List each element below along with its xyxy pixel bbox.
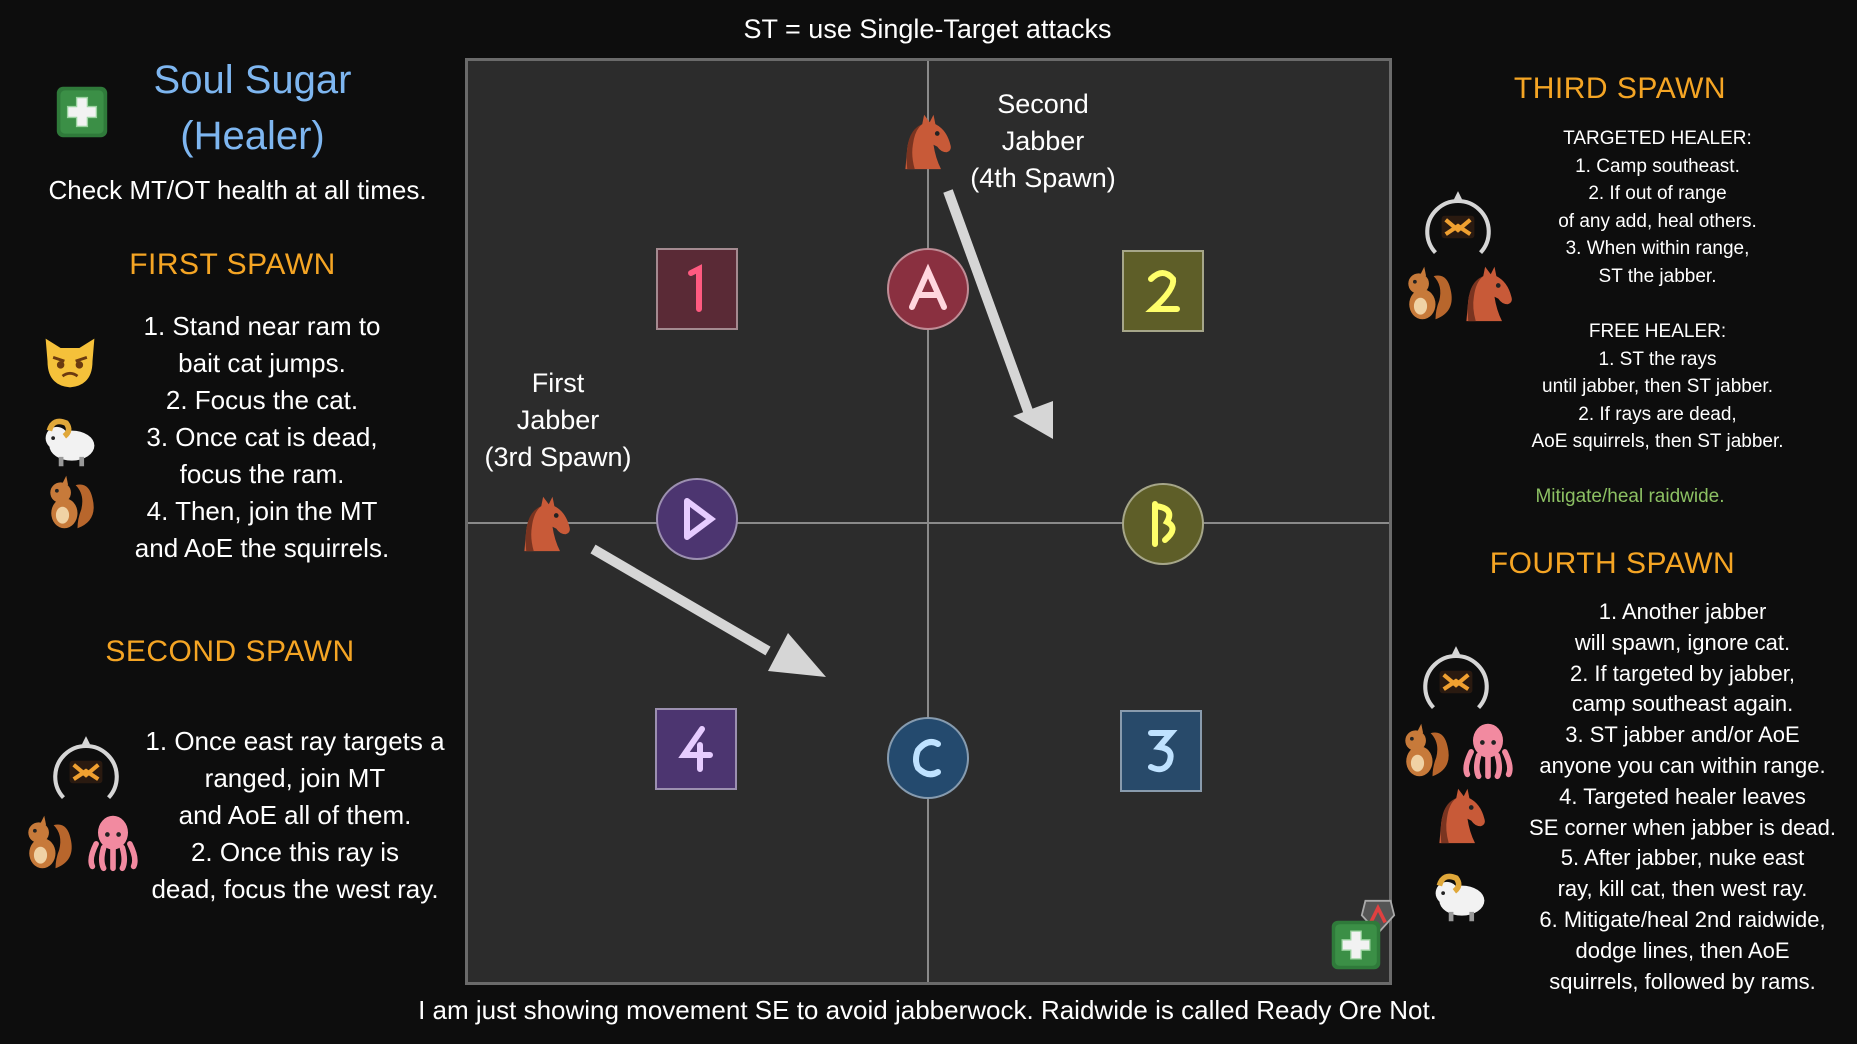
ram-icon: [1430, 865, 1490, 925]
waymark-1: [656, 248, 738, 330]
first-spawn-heading: FIRST SPAWN: [129, 248, 336, 281]
text-line: will spawn, ignore cat.: [1574, 629, 1791, 655]
text-line: Jabber: [1001, 126, 1085, 156]
role-subtitle: Check MT/OT health at all times.: [48, 175, 427, 205]
ray-icon: [45, 730, 127, 812]
text-line: First: [531, 368, 585, 398]
horse-icon: [1457, 263, 1517, 323]
text-line: and AoE all of them.: [178, 800, 412, 830]
arrow-first-jabber: [590, 544, 826, 677]
second-spawn-heading: SECOND SPAWN: [105, 635, 355, 668]
ray-icon: [1415, 640, 1497, 722]
horse-icon: [1430, 785, 1490, 845]
first-jabber-label: First Jabber (3rd Spawn): [473, 365, 643, 476]
waymark-c: [887, 717, 969, 799]
squirrel-icon: [18, 812, 78, 872]
text-line: SE corner when jabber is dead.: [1529, 814, 1836, 840]
waymark-a: [887, 248, 969, 330]
text-line: ray, kill cat, then west ray.: [1557, 876, 1808, 902]
waymark-4-glyph: [678, 726, 713, 772]
text-line: of any add, heal others.: [1558, 210, 1757, 232]
text-line: 4. Targeted healer leaves: [1559, 783, 1806, 809]
text-line: (3rd Spawn): [484, 442, 632, 472]
waymark-1-glyph: [688, 264, 702, 312]
waymark-2-glyph: [1145, 270, 1180, 312]
text-line: (4th Spawn): [970, 163, 1116, 193]
third-spawn-free: FREE HEALER: 1. ST the rays until jabber…: [1500, 318, 1815, 456]
waymark-3: [1120, 710, 1202, 792]
text-line: 2. If out of range: [1588, 183, 1727, 204]
horse-icon: [896, 111, 956, 171]
text-line: ST the jabber.: [1598, 265, 1717, 287]
text-line: FREE HEALER:: [1588, 321, 1727, 342]
text-line: TARGETED HEALER:: [1563, 128, 1752, 149]
text-line: focus the ram.: [179, 459, 345, 489]
arena-overlay: [468, 61, 1389, 982]
waymark-4: [655, 708, 737, 790]
waymark-d: [656, 478, 738, 560]
fourth-spawn-text: 1. Another jabber will spawn, ignore cat…: [1515, 597, 1850, 997]
third-spawn-note: Mitigate/heal raidwide.: [1535, 486, 1725, 507]
waymark-a-glyph: [909, 263, 947, 310]
text-line: 5. After jabber, nuke east: [1560, 845, 1805, 871]
fourth-spawn-heading: FOURTH SPAWN: [1489, 547, 1736, 580]
text-line: until jabber, then ST jabber.: [1542, 376, 1773, 397]
text-line: 2. If targeted by jabber,: [1569, 660, 1796, 686]
healer-plus-icon: [55, 85, 109, 139]
text-line: 2. If rays are dead,: [1578, 403, 1737, 425]
text-line: Second: [997, 89, 1089, 119]
text-line: AoE squirrels, then ST jabber.: [1531, 431, 1784, 452]
waymark-d-glyph: [684, 498, 716, 540]
bottom-note: I am just showing movement SE to avoid j…: [418, 995, 1437, 1025]
role-name-line1: Soul Sugar: [153, 58, 352, 102]
text-line: 1. Camp southeast.: [1575, 155, 1740, 177]
arrow-second-jabber: [943, 189, 1053, 439]
text-line: camp southeast again.: [1571, 691, 1794, 717]
ram-icon: [40, 410, 100, 470]
waymark-2: [1122, 250, 1204, 332]
second-jabber-label: Second Jabber (4th Spawn): [958, 86, 1128, 197]
third-spawn-heading: THIRD SPAWN: [1513, 72, 1727, 105]
squirrel-icon: [1395, 720, 1455, 780]
text-line: anyone you can within range.: [1539, 752, 1826, 778]
arena-map: Second Jabber (4th Spawn) First Jabber (…: [465, 58, 1392, 985]
text-line: 2. Focus the cat.: [165, 385, 359, 415]
text-line: 3. Once cat is dead,: [146, 422, 378, 452]
text-line: 3. ST jabber and/or AoE: [1565, 722, 1800, 748]
text-line: 2. Once this ray is: [190, 837, 400, 867]
player-healer-icon[interactable]: [1330, 919, 1382, 971]
text-line: 6. Mitigate/heal 2nd raidwide,: [1539, 906, 1826, 932]
squirrel-icon: [1398, 263, 1458, 323]
role-name-line2: (Healer): [180, 114, 325, 158]
text-line: bait cat jumps.: [178, 348, 346, 378]
text-line: ranged, join MT: [204, 763, 386, 793]
cat-icon: [40, 333, 100, 393]
text-line: squirrels, followed by rams.: [1549, 968, 1816, 994]
role-name: Soul Sugar (Healer): [110, 52, 395, 164]
waymark-b: [1122, 483, 1204, 565]
page-title: ST = use Single-Target attacks: [743, 14, 1112, 44]
waymark-b-glyph: [1152, 501, 1176, 547]
text-line: dead, focus the west ray.: [151, 874, 439, 904]
second-spawn-text: 1. Once east ray targets a ranged, join …: [130, 723, 460, 908]
text-line: and AoE the squirrels.: [134, 533, 390, 563]
text-line: 1. Another jabber: [1598, 599, 1767, 624]
text-line: 1. Once east ray targets a: [145, 726, 445, 756]
third-spawn-targeted: TARGETED HEALER: 1. Camp southeast. 2. I…: [1500, 125, 1815, 290]
text-line: 1. ST the rays: [1598, 348, 1717, 370]
text-line: dodge lines, then AoE: [1575, 937, 1790, 963]
text-line: 3. When within range,: [1565, 238, 1750, 259]
text-line: Jabber: [516, 405, 600, 435]
horse-icon: [515, 493, 575, 553]
first-spawn-text: 1. Stand near ram to bait cat jumps. 2. …: [112, 308, 412, 567]
ray-icon: [1417, 185, 1499, 267]
waymark-c-glyph: [913, 739, 941, 778]
text-line: 1. Stand near ram to: [143, 311, 381, 341]
squirrel-icon: [40, 472, 100, 532]
octopus-icon: [1458, 720, 1518, 780]
waymark-3-glyph: [1148, 730, 1178, 773]
text-line: 4. Then, join the MT: [146, 496, 378, 526]
